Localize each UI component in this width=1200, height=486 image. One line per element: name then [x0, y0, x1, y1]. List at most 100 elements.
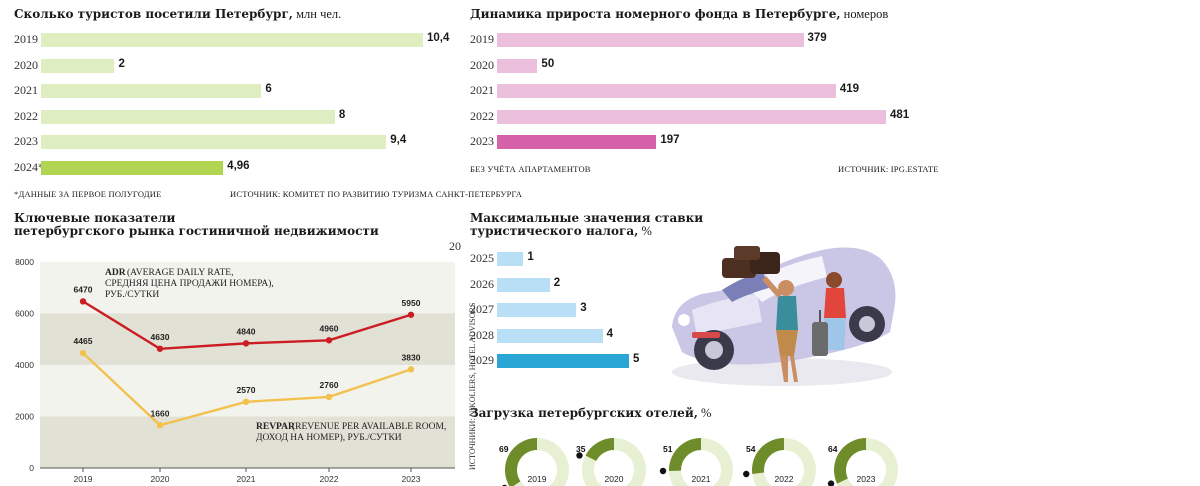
- donut-marker: [576, 452, 583, 459]
- adr-legend-title: ADR: [105, 268, 126, 278]
- adr-value-label: 4960: [320, 323, 339, 333]
- adr-point: [325, 337, 333, 344]
- tax-category-label: 2026: [470, 276, 494, 291]
- tax-value-label: 5: [633, 353, 640, 365]
- donut-slice: [752, 438, 784, 475]
- rooms-category-label: 2023: [470, 134, 494, 148]
- revpar-point: [242, 398, 250, 406]
- rooms-category-label: 2021: [470, 83, 494, 97]
- revpar-point: [156, 422, 164, 429]
- revpar-legend-text1: (REVENUE PER AVAILABLE ROOM,: [292, 421, 446, 432]
- adr-value-label: 4630: [151, 332, 170, 342]
- tourists-value-label: 6: [265, 83, 272, 95]
- rooms-source: ИСТОЧНИК: IPG.ESTATE: [838, 164, 939, 174]
- tourists-bar: [41, 135, 387, 149]
- rooms-bar: [497, 33, 804, 47]
- donut-year-label: 2022: [775, 474, 794, 484]
- adr-value-label: 5950: [402, 298, 421, 308]
- load-title: Загрузка петербургских отелей, %: [470, 406, 712, 420]
- donut-year-label: 2023: [857, 474, 876, 484]
- tax-bar: [497, 277, 550, 292]
- donut-marker: [743, 470, 750, 478]
- load-donut-charts: 69 2019 35 2020 51 2021 54 2022 64 2023: [499, 438, 898, 486]
- y-tick-label: 0: [29, 463, 34, 473]
- revpar-legend-title: REVPAR: [256, 422, 295, 432]
- adr-point: [242, 340, 250, 347]
- tourists-source: ИСТОЧНИК: КОМИТЕТ ПО РАЗВИТИЮ ТУРИЗМА СА…: [230, 189, 523, 199]
- donut-value-label: 35: [576, 444, 586, 454]
- adr-point: [407, 311, 415, 318]
- tourists-category-label: 2023: [14, 134, 38, 148]
- x-tick-label: 2020: [151, 474, 170, 484]
- donut-value-label: 64: [828, 444, 838, 454]
- adr-value-label: 6470: [74, 284, 93, 294]
- tourists-value-label: 9,4: [390, 134, 407, 146]
- rooms-footnote: БЕЗ УЧЁТА АПАРТАМЕНТОВ: [470, 164, 591, 174]
- donut-slice: [834, 438, 866, 484]
- tax-bar: [497, 303, 577, 317]
- chart-band: [40, 262, 455, 314]
- adr-legend-text1: (AVERAGE DAILY RATE,: [127, 267, 233, 278]
- chart-band: [40, 365, 455, 417]
- x-tick-label: 2021: [237, 474, 256, 484]
- donut-value-label: 54: [746, 444, 756, 454]
- tax-bar: [497, 354, 629, 368]
- x-tick-label: 2023: [402, 474, 421, 484]
- rooms-value-label: 419: [839, 83, 860, 95]
- donut-slice: [585, 438, 614, 461]
- tax-category-label: 2027: [470, 302, 494, 316]
- rooms-value-label: 50: [541, 57, 555, 70]
- donut-slice: [669, 438, 701, 472]
- revpar-value-label: 2570: [237, 385, 256, 395]
- tourists-value-label: 2: [118, 57, 125, 70]
- donut-value-label: 51: [663, 444, 673, 454]
- tourists-category-label: 2020: [14, 57, 38, 72]
- tax-bar: [497, 328, 603, 343]
- revpar-value-label: 4465: [74, 336, 93, 346]
- donut-slice: [505, 438, 537, 486]
- revpar-point: [407, 366, 415, 373]
- x-tick-label: 2022: [320, 474, 339, 484]
- tourists-category-label: 2022: [14, 108, 38, 123]
- tourists-category-label: 2019: [14, 32, 38, 46]
- rooms-bar: [497, 109, 886, 124]
- tax-category-label: 2029: [470, 353, 494, 367]
- key-line-chart: 0 2000 4000 6000 8000 2019 2020 2021 2022 2023 6…: [15, 257, 455, 484]
- tax-value-label: 1: [527, 251, 534, 263]
- donut-value-label: 69: [499, 444, 509, 454]
- rooms-value-label: 379: [807, 32, 827, 44]
- revpar-value-label: 1660: [151, 408, 170, 418]
- x-tick-label: 2019: [74, 474, 93, 484]
- revpar-point: [325, 393, 333, 401]
- tax-bar: [497, 252, 524, 266]
- donut-year-label: 2020: [605, 474, 624, 484]
- tourists-bar: [41, 160, 224, 175]
- donut-marker: [827, 480, 835, 486]
- rooms-bar: [497, 135, 657, 149]
- tourists-bar: [41, 33, 423, 47]
- tax-value-label: 4: [606, 327, 613, 340]
- adr-point: [156, 345, 164, 352]
- tourists-value-label: 10,4: [427, 32, 450, 44]
- rooms-value-label: 481: [890, 108, 910, 121]
- tourists-category-label: 2024*: [14, 159, 44, 174]
- tourists-title: Сколько туристов посетили Петербург, млн…: [14, 7, 342, 21]
- tax-title: Максимальные значения ставки туристическо…: [470, 211, 704, 238]
- car-tourists-illustration: [672, 246, 896, 386]
- tourists-value-label: 8: [338, 108, 346, 121]
- y-tick-label: 4000: [15, 360, 34, 370]
- tourists-bar: [41, 109, 335, 124]
- adr-value-label: 4840: [237, 326, 256, 336]
- y-tick-label: 6000: [15, 309, 34, 319]
- adr-legend-text3: РУБ./СУТКИ: [105, 290, 159, 300]
- tax-category-label: 2028: [470, 327, 494, 342]
- y-tick-label: 8000: [15, 257, 34, 267]
- tax-category-label: 2025: [470, 251, 494, 265]
- revpar-point: [79, 349, 87, 357]
- tax-value-label: 2: [553, 276, 561, 289]
- key-title: Ключевые показатели петербургского рынка …: [14, 211, 379, 238]
- donut-year-label: 2019: [528, 474, 547, 484]
- donut-year-label: 2021: [692, 474, 711, 484]
- revpar-value-label: 3830: [402, 352, 421, 362]
- rooms-bar: [497, 84, 836, 98]
